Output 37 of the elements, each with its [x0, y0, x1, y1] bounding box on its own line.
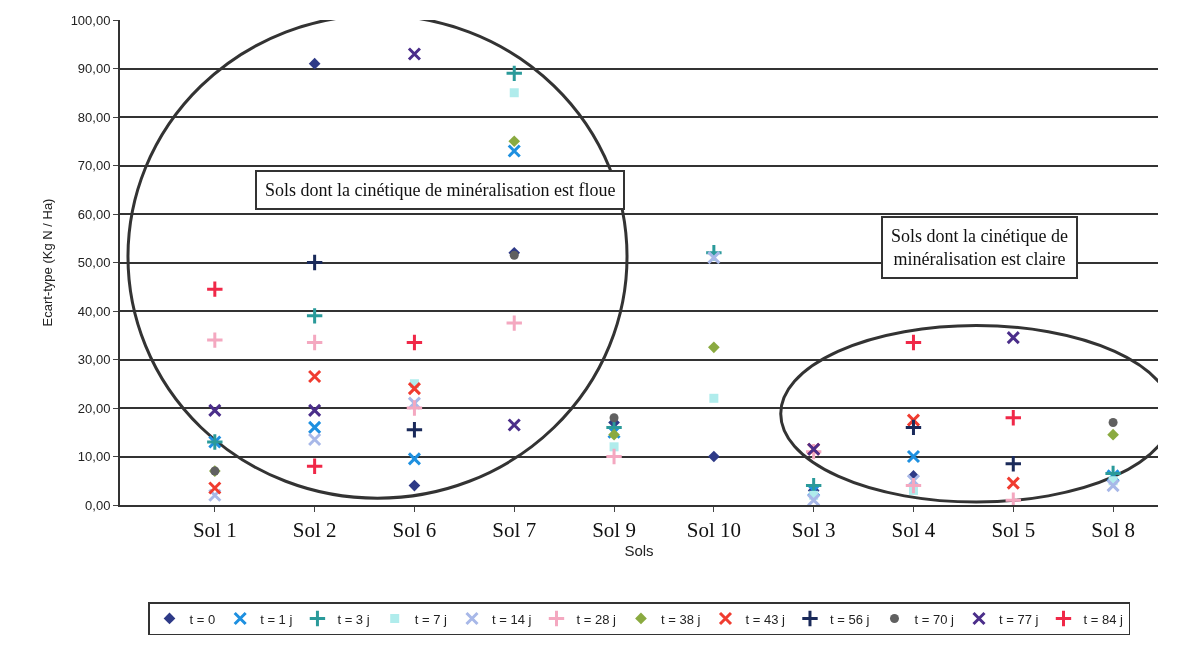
x-tick-label: Sol 2 — [292, 518, 337, 543]
y-tick-label: 0,00 — [85, 497, 111, 513]
legend-label: t = 70 j — [914, 611, 954, 627]
legend-label: t = 1 j — [260, 611, 293, 627]
y-tick-label: 40,00 — [77, 303, 111, 319]
y-tick-label: 20,00 — [77, 400, 111, 416]
y-tick-label: 10,00 — [77, 449, 111, 465]
x-tick-label: Sol 9 — [592, 518, 636, 543]
legend-label: t = 43 j — [745, 611, 785, 627]
x-tick-label: Sol 5 — [991, 518, 1036, 543]
y-tick-label: 80,00 — [77, 109, 111, 125]
y-tick-label: 30,00 — [77, 352, 111, 368]
annotation: Sols dont la cinétique de minéralisation est floue — [265, 180, 616, 200]
x-tick-label: Sol 10 — [686, 518, 741, 543]
x-tick-label: Sol 7 — [492, 518, 537, 543]
x-tick-label: Sol 3 — [791, 518, 836, 543]
legend-label: t = 28 j — [576, 611, 616, 627]
x-tick-label: Sol 1 — [192, 518, 237, 543]
y-tick-label: 50,00 — [77, 255, 111, 271]
legend-label: t = 0 — [189, 611, 216, 627]
y-tick-label: 90,00 — [77, 61, 111, 77]
legend-label: t = 56 j — [829, 611, 870, 627]
legend-label: t = 84 j — [1083, 611, 1123, 627]
x-tick-label: Sol 8 — [1091, 518, 1135, 543]
x-axis-title: Sols — [624, 542, 654, 560]
legend-label: t = 77 j — [998, 611, 1039, 627]
y-tick-label: 60,00 — [77, 206, 111, 222]
y-tick-label: 100,00 — [70, 12, 111, 28]
legend-label: t = 3 j — [337, 611, 370, 627]
y-axis-title: Ecart-type (Kg N / Ha) — [40, 198, 56, 327]
annotation: Sols dont la cinétique de minéralisation est claire — [891, 226, 1068, 270]
legend-label: t = 7 j — [414, 611, 447, 627]
legend-label: t = 14 j — [491, 611, 532, 627]
legend-label: t = 38 j — [660, 611, 701, 627]
y-tick-label: 70,00 — [77, 158, 111, 174]
x-tick-label: Sol 4 — [891, 518, 936, 543]
x-tick-label: Sol 6 — [392, 518, 437, 543]
